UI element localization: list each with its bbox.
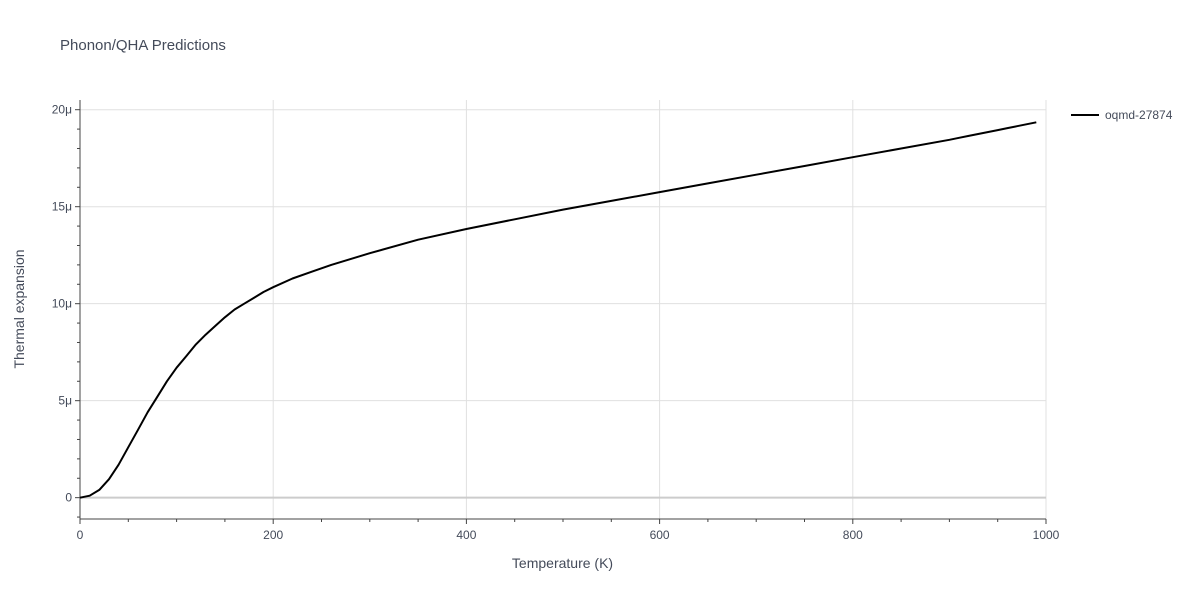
y-tick-label-20: 20μ [52,103,72,117]
x-tick-label-1000: 1000 [1033,528,1060,542]
y-tick-label-0: 0 [65,491,72,505]
y-tick-label-5: 5μ [58,394,72,408]
x-tick-label-400: 400 [456,528,476,542]
y-tick-label-15: 15μ [52,200,72,214]
x-tick-label-800: 800 [843,528,863,542]
series-line-oqmd-27874[interactable] [79,121,1037,499]
grid [80,100,1047,519]
y-axis-title: Thermal expansion [11,249,27,368]
x-tick-label-0: 0 [77,528,84,542]
legend[interactable]: oqmd-27874 [1071,108,1173,122]
y-tick-label-10: 10μ [52,297,72,311]
x-tick-label-600: 600 [650,528,670,542]
x-tick-label-200: 200 [263,528,283,542]
axes: 0 200 400 600 800 1000 0 5μ 10μ 15μ 20μ [52,100,1060,542]
chart-title: Phonon/QHA Predictions [60,37,226,54]
x-axis-title: Temperature (K) [512,555,613,571]
legend-label-oqmd-27874: oqmd-27874 [1105,108,1173,122]
series-group [79,121,1037,499]
